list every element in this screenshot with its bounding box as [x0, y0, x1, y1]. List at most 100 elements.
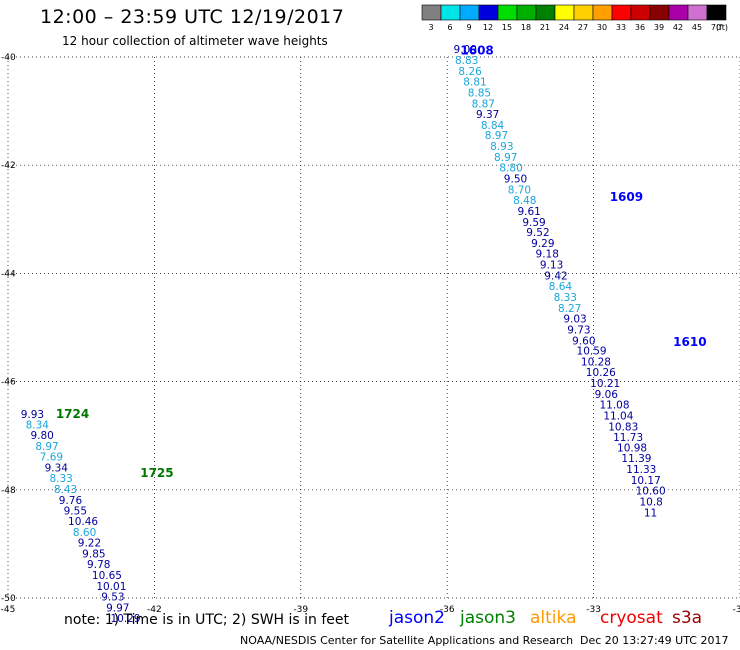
latitude-tick-label: -46	[1, 378, 16, 388]
latitude-tick-label: -40	[1, 53, 16, 63]
color-scale-bar	[421, 4, 727, 21]
wave-height-label: 8.64	[549, 281, 573, 293]
wave-height-label: 8.93	[490, 141, 513, 153]
wave-height-label: 9.52	[526, 227, 549, 239]
wave-height-label: 8.87	[472, 98, 495, 110]
latitude-tick-label: -42	[1, 161, 16, 171]
wave-height-label: 8.97	[35, 441, 58, 453]
wave-height-label: 11	[644, 507, 657, 519]
wave-height-label: 8.97	[494, 152, 517, 164]
color-scale-swatch	[611, 4, 632, 21]
color-scale-label: 70	[710, 23, 722, 32]
wave-height-label: 8.81	[463, 77, 486, 89]
color-scale-swatch	[516, 4, 537, 21]
color-scale-label: 9	[466, 23, 472, 32]
track-jason3: 9.938.349.808.977.699.348.338.439.769.55…	[21, 407, 174, 625]
color-scale-label: 18	[520, 23, 532, 32]
latitude-tick-label: -50	[1, 594, 16, 604]
longitude-tick-label: -45	[1, 605, 16, 615]
longitude-tick-label: -36	[440, 605, 455, 615]
satellite-tracks: 9.098.838.268.818.858.879.378.848.978.93…	[21, 43, 707, 625]
page-subtitle: 12 hour collection of altimeter wave hei…	[62, 34, 328, 48]
page-title: 12:00 – 23:59 UTC 12/19/2017	[40, 6, 345, 28]
wave-height-label: 10.21	[590, 378, 620, 390]
color-scale-label: 33	[615, 23, 627, 32]
wave-height-label: 8.84	[481, 120, 505, 132]
track-jason2: 9.098.838.268.818.858.879.378.848.978.93…	[454, 43, 707, 519]
pass-time-label: 1725	[140, 466, 173, 480]
wave-height-label: 9.93	[21, 409, 44, 421]
color-scale-label: 15	[501, 23, 513, 32]
wave-height-label: 9.09	[454, 44, 477, 56]
wave-height-label: 8.27	[558, 303, 581, 315]
color-scale-swatch	[440, 4, 461, 21]
wave-height-label: 10.17	[631, 475, 661, 487]
wave-height-label: 10.59	[577, 346, 607, 358]
wave-height-label: 10.26	[586, 367, 616, 379]
wave-height-label: 8.43	[54, 484, 77, 496]
wave-height-label: 9.85	[82, 548, 105, 560]
wave-height-label: 9.53	[101, 592, 124, 604]
wave-height-label: 9.78	[87, 559, 110, 571]
wave-height-label: 10.28	[581, 356, 611, 368]
color-scale-label: 12	[482, 23, 494, 32]
wave-height-label: 7.69	[40, 452, 63, 464]
wave-height-label: 9.03	[563, 314, 586, 326]
wave-height-label: 8.70	[508, 184, 531, 196]
wave-height-label: 9.34	[45, 462, 69, 474]
longitude-tick-label: -42	[147, 605, 162, 615]
color-scale-swatch	[421, 4, 442, 21]
color-scale-swatch	[592, 4, 613, 21]
mission-legend-jason3: jason3	[460, 608, 516, 628]
credit-text: NOAA/NESDIS Center for Satellite Applica…	[240, 634, 574, 647]
pass-time-label: 1609	[610, 190, 643, 204]
wave-height-label: 9.59	[522, 217, 545, 229]
color-scale-swatch	[535, 4, 556, 21]
wave-height-label: 10.01	[96, 581, 126, 593]
wave-height-label: 8.97	[485, 130, 508, 142]
longitude-tick-label: -39	[293, 605, 308, 615]
wave-height-label: 8.26	[458, 66, 482, 78]
wave-height-label: 9.60	[572, 335, 595, 347]
wave-height-label: 9.37	[476, 109, 499, 121]
map-axis-labels: -45 -42 -39 -36 -33 -30 -40 -42 -44 -46 -48 -50	[1, 53, 740, 615]
wave-height-label: 8.33	[49, 473, 72, 485]
wave-height-label: 11.04	[603, 410, 633, 422]
mission-legend-jason2: jason2	[389, 608, 445, 628]
latitude-tick-label: -48	[1, 486, 16, 496]
wave-height-label: 8.33	[554, 292, 577, 304]
wave-height-label: 9.22	[78, 538, 101, 550]
wave-height-label: 10.46	[68, 516, 98, 528]
wave-height-label: 10.29	[110, 613, 140, 625]
wave-height-label: 9.61	[517, 206, 540, 218]
wave-height-label: 11.08	[599, 400, 629, 412]
generated-timestamp: Dec 20 13:27:49 UTC 2017	[580, 634, 729, 647]
color-scale-label: 27	[577, 23, 589, 32]
color-scale-label: 6	[447, 23, 453, 32]
longitude-tick-label: -33	[586, 605, 601, 615]
wave-height-label: 9.97	[106, 603, 129, 615]
wave-height-label: 9.76	[59, 495, 83, 507]
wave-height-label: 9.55	[64, 506, 87, 518]
wave-height-label: 8.34	[26, 420, 50, 432]
wave-height-label: 9.42	[544, 270, 567, 282]
color-scale-swatch	[573, 4, 594, 21]
pass-time-label: 1608	[460, 43, 493, 57]
pass-time-label: 1610	[673, 335, 706, 349]
color-scale-swatch	[459, 4, 480, 21]
mission-legend-cryosat: cryosat	[600, 608, 663, 628]
color-scale-label: 3	[428, 23, 434, 32]
mission-legend-s3a: s3a	[672, 608, 703, 628]
color-scale-label: 45	[691, 23, 703, 32]
wave-height-label: 11.39	[621, 453, 651, 465]
color-scale-unit: (ft)	[716, 23, 729, 32]
color-scale-swatch	[497, 4, 518, 21]
wave-height-label: 8.80	[499, 163, 522, 175]
color-scale-swatch	[554, 4, 575, 21]
mission-legend-altika: altika	[530, 608, 577, 628]
wave-height-label: 10.98	[617, 442, 647, 454]
color-scale-swatch	[668, 4, 689, 21]
footnote: note: 1) Time is in UTC; 2) SWH is in fe…	[64, 612, 350, 628]
